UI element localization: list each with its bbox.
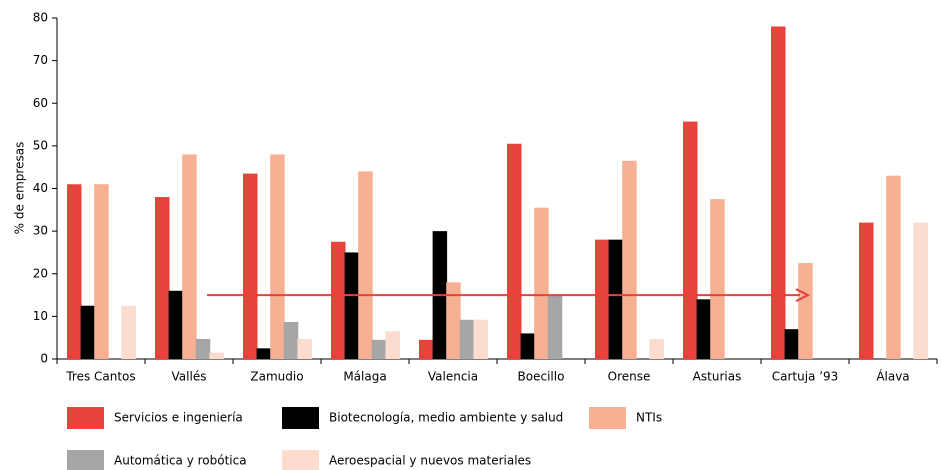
x-tick-label: Álava xyxy=(876,369,909,384)
bar xyxy=(520,333,536,359)
bar xyxy=(798,263,813,359)
bar xyxy=(710,199,725,359)
bar xyxy=(67,184,82,359)
bar xyxy=(283,321,299,359)
bar xyxy=(297,338,312,359)
legend-label: Automática y robótica xyxy=(114,454,247,468)
bar xyxy=(121,305,136,359)
y-tick-label: 80 xyxy=(33,11,48,25)
y-tick-label: 20 xyxy=(33,266,48,280)
bar xyxy=(155,197,170,359)
y-tick-label: 50 xyxy=(33,138,48,152)
bar xyxy=(459,319,475,359)
bar xyxy=(446,282,461,359)
x-tick-label: Boecillo xyxy=(518,370,565,384)
bar xyxy=(256,348,272,359)
x-tick-label: Orense xyxy=(608,370,651,384)
x-tick-label: Vallés xyxy=(172,370,207,384)
bar xyxy=(243,173,258,359)
bar xyxy=(595,239,610,359)
bar xyxy=(195,338,211,359)
bar xyxy=(649,338,664,359)
legend-label: NTIs xyxy=(636,411,662,425)
bar xyxy=(168,290,184,359)
legend-swatch xyxy=(282,407,319,429)
bar xyxy=(622,160,637,359)
y-tick-label: 40 xyxy=(33,181,48,195)
bar xyxy=(94,184,109,359)
bar xyxy=(507,143,522,359)
bar xyxy=(385,331,400,359)
bar xyxy=(784,329,800,359)
legend-swatch xyxy=(67,407,104,429)
legend-swatch xyxy=(282,450,319,470)
bar xyxy=(419,339,434,359)
bar xyxy=(80,305,96,359)
bar xyxy=(182,154,197,359)
y-tick-label: 10 xyxy=(33,309,48,323)
bar xyxy=(270,154,285,359)
legend-label: Aeroespacial y nuevos materiales xyxy=(329,454,531,468)
bar xyxy=(771,26,786,360)
x-tick-label: Cartuja ’93 xyxy=(772,370,839,384)
bar xyxy=(859,222,874,359)
bar xyxy=(913,222,928,359)
legend-label: Servicios e ingeniería xyxy=(114,411,243,425)
legend-swatch xyxy=(67,450,104,470)
y-tick-label: 70 xyxy=(33,53,48,67)
arrow-head xyxy=(795,288,811,302)
x-tick-label: Zamudio xyxy=(250,370,303,384)
bar xyxy=(371,339,387,359)
x-tick-label: Málaga xyxy=(343,370,386,384)
y-axis-label: % de empresas xyxy=(13,142,27,235)
x-tick-label: Asturias xyxy=(693,370,742,384)
x-tick-label: Valencia xyxy=(428,370,478,384)
bar xyxy=(608,239,624,359)
bar xyxy=(683,121,698,359)
y-tick-label: 60 xyxy=(33,96,48,110)
y-tick-label: 30 xyxy=(33,224,48,238)
bar xyxy=(344,252,360,359)
x-tick-label: Tres Cantos xyxy=(65,370,135,384)
y-tick-label: 0 xyxy=(40,352,48,366)
bar xyxy=(331,241,346,359)
bar xyxy=(473,319,488,359)
bar xyxy=(534,207,549,359)
bar xyxy=(696,299,712,359)
bar xyxy=(547,295,563,359)
bar xyxy=(886,175,901,359)
legend-label: Biotecnología, medio ambiente y salud xyxy=(329,411,563,425)
bar xyxy=(209,352,224,359)
bar xyxy=(358,171,373,359)
legend-swatch xyxy=(589,407,626,429)
